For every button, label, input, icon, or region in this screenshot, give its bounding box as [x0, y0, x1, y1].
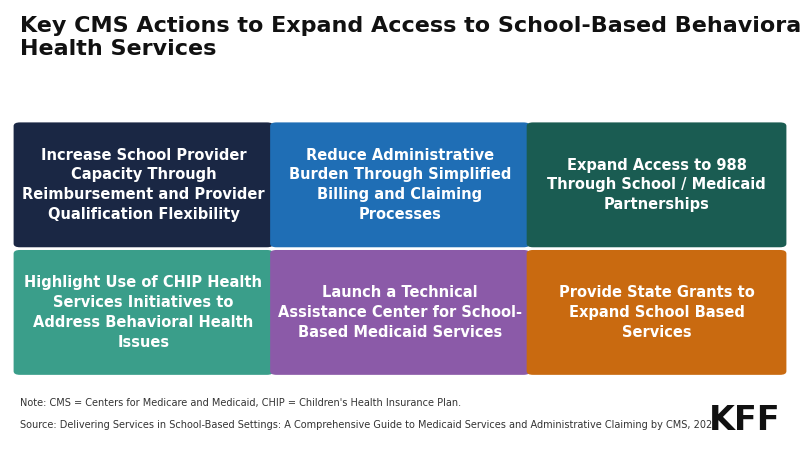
Text: Increase School Provider
Capacity Through
Reimbursement and Provider
Qualificati: Increase School Provider Capacity Throug… [22, 148, 265, 222]
Text: Source: Delivering Services in School-Based Settings: A Comprehensive Guide to M: Source: Delivering Services in School-Ba… [20, 420, 718, 430]
Text: KFF: KFF [708, 404, 780, 436]
Text: Key CMS Actions to Expand Access to School-Based Behavioral
Health Services: Key CMS Actions to Expand Access to Scho… [20, 16, 800, 59]
FancyBboxPatch shape [526, 122, 786, 248]
Text: Highlight Use of CHIP Health
Services Initiatives to
Address Behavioral Health
I: Highlight Use of CHIP Health Services In… [25, 275, 262, 350]
FancyBboxPatch shape [270, 122, 530, 248]
FancyBboxPatch shape [526, 250, 786, 375]
Text: Provide State Grants to
Expand School Based
Services: Provide State Grants to Expand School Ba… [558, 285, 754, 340]
FancyBboxPatch shape [14, 122, 274, 248]
Text: Reduce Administrative
Burden Through Simplified
Billing and Claiming
Processes: Reduce Administrative Burden Through Sim… [289, 148, 511, 222]
Text: Expand Access to 988
Through School / Medicaid
Partnerships: Expand Access to 988 Through School / Me… [547, 158, 766, 212]
FancyBboxPatch shape [270, 250, 530, 375]
FancyBboxPatch shape [14, 250, 274, 375]
Text: Note: CMS = Centers for Medicare and Medicaid, CHIP = Children's Health Insuranc: Note: CMS = Centers for Medicare and Med… [20, 398, 461, 408]
Text: Launch a Technical
Assistance Center for School-
Based Medicaid Services: Launch a Technical Assistance Center for… [278, 285, 522, 340]
